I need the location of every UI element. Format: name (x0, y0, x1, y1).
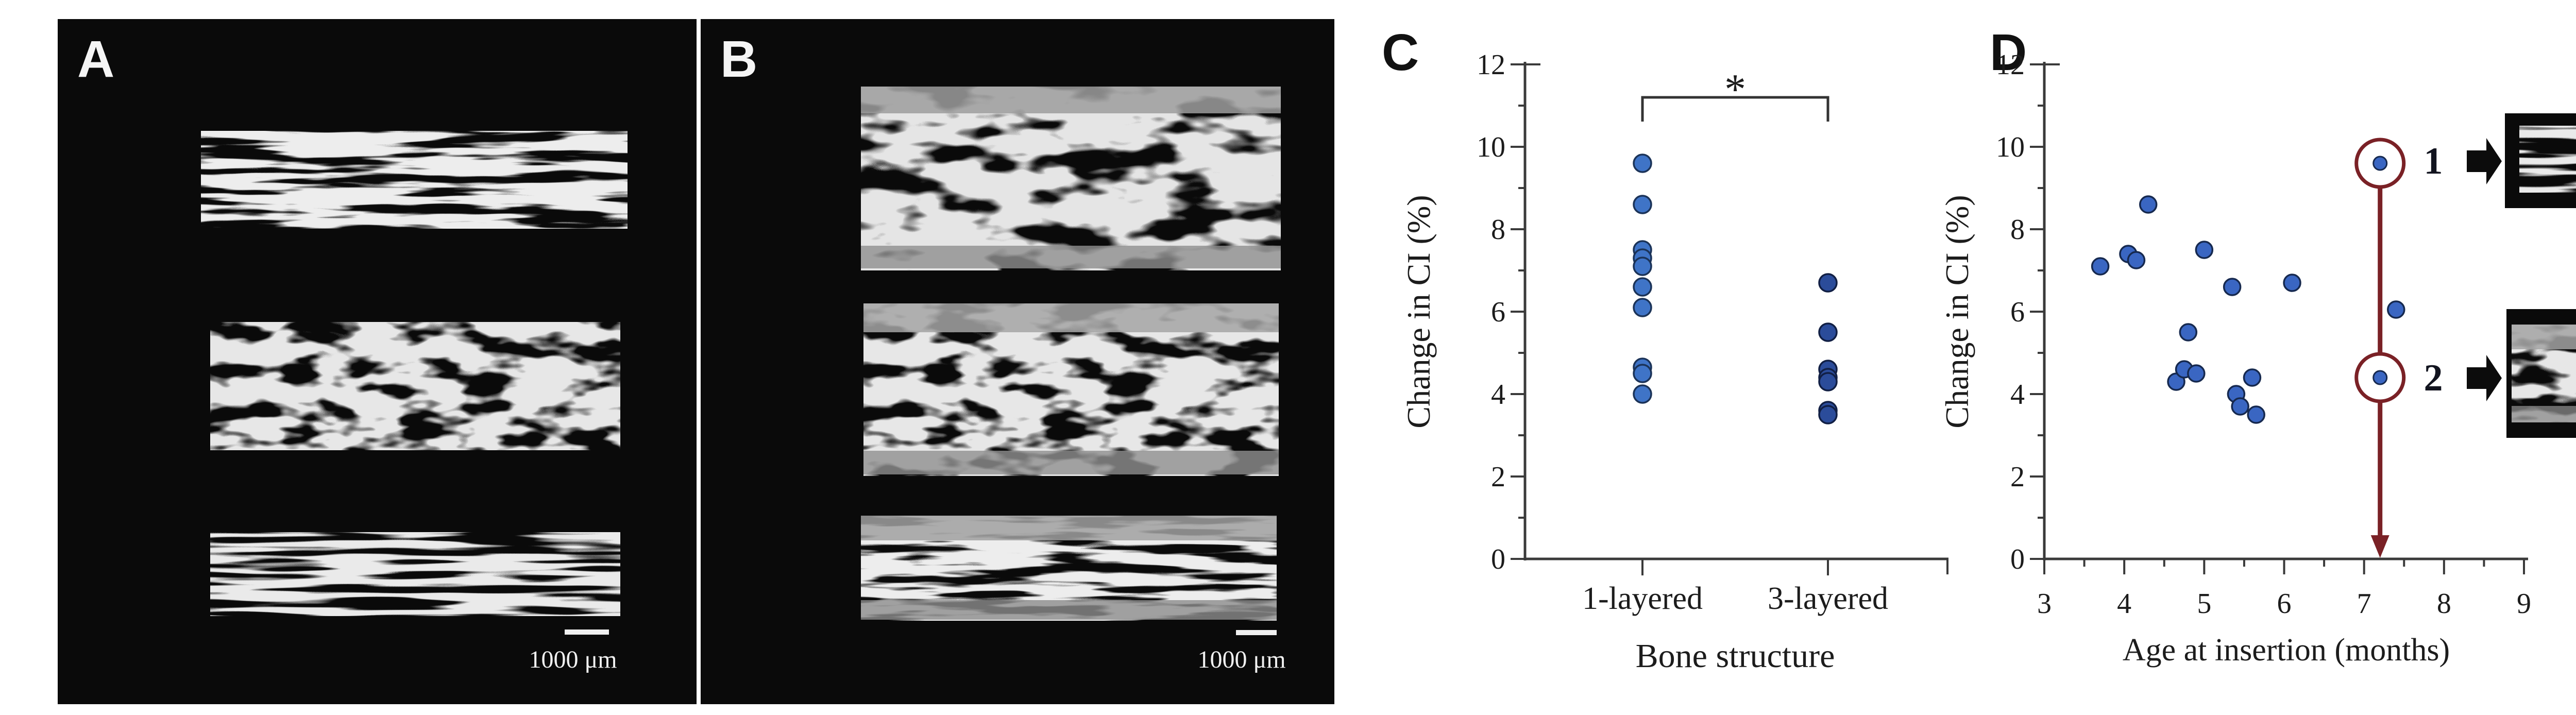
cortical-band (2512, 406, 2576, 422)
cortical-band (861, 87, 1281, 113)
svg-text:0: 0 (1491, 543, 1505, 575)
cortical-band (863, 303, 1279, 332)
svg-text:6: 6 (1491, 296, 1505, 328)
data-point (1633, 364, 1652, 383)
panel-c-chart: 0 2 4 6 8 10 12 Change in CI (%) 1-layered 3-laye… (1400, 49, 1948, 675)
svg-text:8: 8 (1491, 214, 1505, 246)
panel-b-bone-images (861, 87, 1281, 621)
inset-image-1 (2505, 113, 2576, 208)
data-point (1818, 405, 1838, 424)
panel-a-scalebar (565, 629, 609, 635)
panel-b-scalebar-label: 1000 μm (1197, 646, 1286, 673)
cortical-band (863, 451, 1279, 474)
bone-strip (201, 131, 628, 229)
panel-c-points (1633, 154, 1838, 424)
panel-a-scalebar-label: 1000 μm (529, 646, 617, 673)
svg-text:3: 3 (2037, 588, 2052, 620)
panel-a-bone-images (201, 131, 628, 616)
svg-text:2: 2 (2010, 461, 2025, 493)
svg-text:12: 12 (1996, 49, 2025, 81)
bone-strip (210, 322, 620, 450)
data-point (2243, 368, 2262, 387)
svg-text:0: 0 (2010, 543, 2025, 575)
data-point (1633, 195, 1652, 214)
data-point (2195, 241, 2214, 259)
svg-text:Bone structure: Bone structure (1636, 637, 1835, 675)
svg-text:2: 2 (1491, 461, 1505, 493)
data-point (2139, 195, 2158, 214)
data-point (2247, 405, 2265, 424)
svg-text:9: 9 (2517, 588, 2531, 620)
panel-d-points (2091, 156, 2405, 424)
highlighted-data-point (2372, 156, 2388, 171)
data-point (2127, 251, 2146, 269)
panel-a-letter: A (77, 30, 115, 88)
data-point (1818, 372, 1838, 391)
svg-text:3-layered: 3-layered (1768, 581, 1888, 616)
data-point (2386, 300, 2405, 319)
svg-text:5: 5 (2197, 588, 2211, 620)
svg-text:Change in CI (%): Change in CI (%) (1400, 195, 1437, 428)
panel-a: A 1000 μm (58, 19, 697, 704)
data-point (1818, 322, 1838, 342)
inset-2-bone-image (2512, 325, 2576, 422)
svg-text:7: 7 (2357, 588, 2371, 620)
significance-bracket (1641, 96, 1829, 122)
block-arrow-1-icon (2467, 138, 2502, 184)
svg-text:8: 8 (2437, 588, 2451, 620)
inset-1-bone-image (2519, 126, 2576, 193)
data-point (2091, 257, 2110, 276)
data-point (2231, 397, 2249, 416)
cortical-band (2512, 325, 2576, 349)
panel-d-letter: D (1990, 24, 2027, 81)
cortical-band (861, 600, 1277, 620)
cortical-band (861, 246, 1281, 268)
svg-text:Age at insertion (months): Age at insertion (months) (2123, 633, 2450, 668)
panel-b-letter: B (720, 30, 758, 88)
svg-text:4: 4 (2117, 588, 2131, 620)
svg-text:4: 4 (2010, 379, 2025, 411)
data-point (1633, 384, 1652, 404)
inset-image-2 (2506, 309, 2576, 438)
panel-c-letter: C (1382, 24, 1419, 81)
specimen-1-label: 1 (2424, 140, 2443, 182)
arrowhead (2370, 535, 2389, 558)
panel-b: B 1000 μm (701, 19, 1334, 704)
svg-text:1-layered: 1-layered (1582, 581, 1703, 616)
svg-text:10: 10 (1477, 131, 1505, 163)
significance-asterisk: * (1724, 65, 1746, 113)
data-point (2187, 364, 2206, 383)
svg-text:10: 10 (1996, 131, 2025, 163)
bone-strip (210, 532, 620, 616)
data-point (2223, 278, 2242, 296)
data-point (1633, 257, 1652, 276)
svg-text:6: 6 (2010, 296, 2025, 328)
svg-text:4: 4 (1491, 379, 1505, 411)
cortical-band (861, 516, 1277, 540)
data-point (1633, 298, 1652, 317)
svg-text:Change in CI (%): Change in CI (%) (1939, 195, 1975, 428)
data-point (2283, 274, 2301, 292)
data-point (2179, 323, 2198, 342)
bone-strip (861, 87, 1281, 270)
data-point (1818, 273, 1838, 293)
block-arrow-2-icon (2467, 355, 2502, 401)
specimen-pointer-line (2354, 138, 2406, 558)
data-point (1633, 277, 1652, 297)
svg-text:8: 8 (2010, 214, 2025, 246)
highlighted-data-point (2372, 370, 2388, 385)
panel-b-scalebar (1236, 630, 1277, 635)
specimen-2-label: 2 (2424, 357, 2443, 399)
data-point (1633, 154, 1652, 173)
panel-c-axes: 0 2 4 6 8 10 12 Change in CI (%) 1-layered 3-laye… (1400, 49, 1948, 675)
svg-text:12: 12 (1477, 49, 1505, 81)
svg-text:6: 6 (2277, 588, 2292, 620)
